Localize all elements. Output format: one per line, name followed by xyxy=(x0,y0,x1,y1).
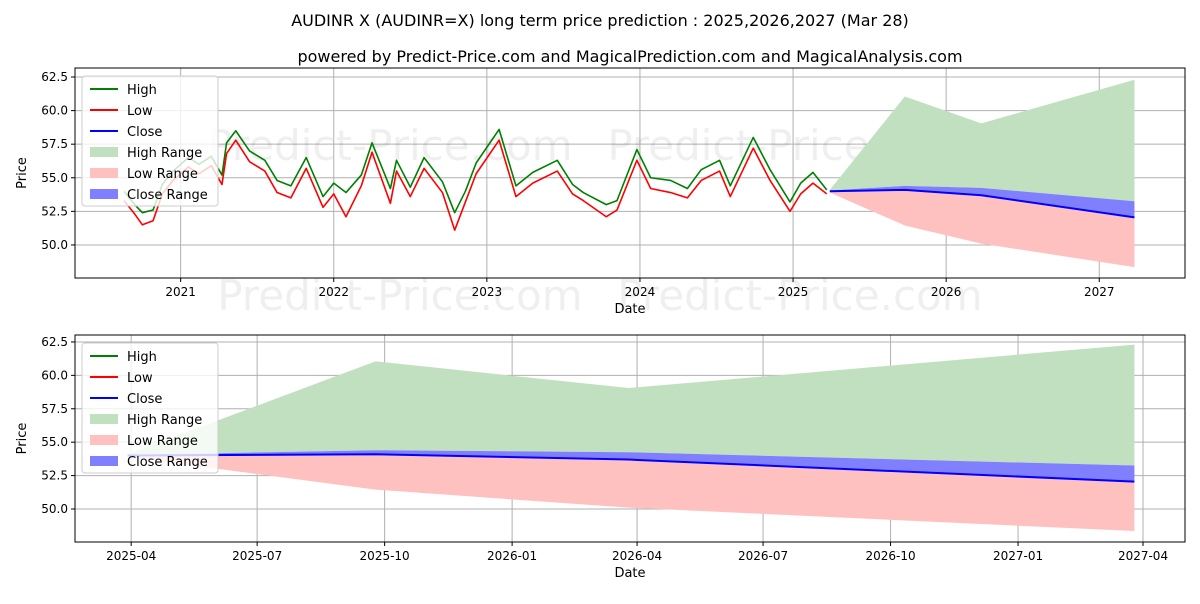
legend-swatch-high-range xyxy=(90,147,118,157)
legend-swatch-close-range xyxy=(90,189,118,199)
legend-label: High xyxy=(127,83,157,98)
high-range-area xyxy=(127,344,1135,466)
legend-label: Low xyxy=(127,371,153,386)
y-tick-label: 55.0 xyxy=(41,435,68,449)
x-tick-label: 2026-01 xyxy=(487,549,537,563)
legend: High Low Close High Range Low Range Close Ran… xyxy=(81,342,219,474)
chart-subtitle: powered by Predict-Price.com and Magical… xyxy=(297,47,962,66)
legend-swatch-high-range xyxy=(90,414,118,424)
legend-swatch-low-range xyxy=(90,168,118,178)
x-tick-label: 2025-04 xyxy=(106,549,156,563)
watermark: Predict-Price.com xyxy=(207,121,572,170)
legend-label: Close Range xyxy=(127,455,208,470)
low-range-area xyxy=(829,189,1135,268)
x-tick-label: 2022 xyxy=(318,285,349,299)
y-tick-label: 57.5 xyxy=(41,402,68,416)
x-axis-label: Date xyxy=(614,566,645,581)
x-tick-label: 2026-10 xyxy=(865,549,915,563)
x-tick-label: 2025-07 xyxy=(232,549,282,563)
x-tick-label: 2026 xyxy=(931,285,962,299)
x-tick-label: 2027-04 xyxy=(1118,549,1168,563)
x-tick-label: 2027-01 xyxy=(993,549,1043,563)
y-tick-label: 50.0 xyxy=(41,238,68,252)
legend-label: Close xyxy=(127,125,162,140)
x-tick-label: 2025-10 xyxy=(360,549,410,563)
y-tick-label: 55.0 xyxy=(41,171,68,185)
legend-swatch-close-range xyxy=(90,456,118,466)
legend-label: Low Range xyxy=(127,434,198,449)
y-tick-label: 60.0 xyxy=(41,368,68,382)
y-tick-label: 62.5 xyxy=(41,70,68,84)
legend-label: High Range xyxy=(127,146,202,161)
watermark: Predict-Price.com xyxy=(217,271,582,320)
close-prediction-line xyxy=(829,188,1135,219)
high-range-area xyxy=(829,79,1135,202)
chart-title: AUDINR X (AUDINR=X) long term price pred… xyxy=(291,11,909,30)
legend-label: High xyxy=(127,350,157,365)
x-tick-label: 2024 xyxy=(625,285,656,299)
legend-label: Low Range xyxy=(127,167,198,182)
top-subplot: 50.0 52.5 55.0 57.5 60.0 62.5 2021 2022 2023 2024… xyxy=(15,67,1186,320)
legend-label: Close Range xyxy=(127,188,208,203)
y-tick-label: 50.0 xyxy=(41,502,68,516)
x-tick-label: 2023 xyxy=(472,285,503,299)
legend-swatch-low-range xyxy=(90,435,118,445)
close-range-area xyxy=(127,450,1135,482)
legend-label: Close xyxy=(127,392,162,407)
low-range-area xyxy=(127,454,1135,532)
x-tick-label: 2026-07 xyxy=(738,549,788,563)
legend-label: Low xyxy=(127,104,153,119)
close-range-area xyxy=(829,185,1135,218)
watermark: Predict-Price.com xyxy=(617,271,982,320)
x-axis-label: Date xyxy=(614,302,645,317)
bottom-subplot: 50.0 52.5 55.0 57.5 60.0 62.5 2025-04 2025-07 20… xyxy=(15,334,1186,581)
x-tick-label: 2026-04 xyxy=(612,549,662,563)
y-tick-label: 52.5 xyxy=(41,469,68,483)
x-tick-label: 2025 xyxy=(778,285,809,299)
y-tick-label: 57.5 xyxy=(41,137,68,151)
y-tick-label: 62.5 xyxy=(41,335,68,349)
plot-frame xyxy=(74,334,1186,543)
legend: High Low Close High Range Low Range Close Ran… xyxy=(81,75,219,207)
legend-label: High Range xyxy=(127,413,202,428)
y-axis-label: Price xyxy=(15,157,30,189)
close-prediction-line xyxy=(127,453,1135,483)
y-axis-label: Price xyxy=(15,423,30,455)
plot-frame xyxy=(74,67,1186,279)
x-tick-label: 2021 xyxy=(165,285,196,299)
x-tick-label: 2027 xyxy=(1084,285,1115,299)
y-tick-label: 52.5 xyxy=(41,204,68,218)
y-tick-label: 60.0 xyxy=(41,104,68,118)
